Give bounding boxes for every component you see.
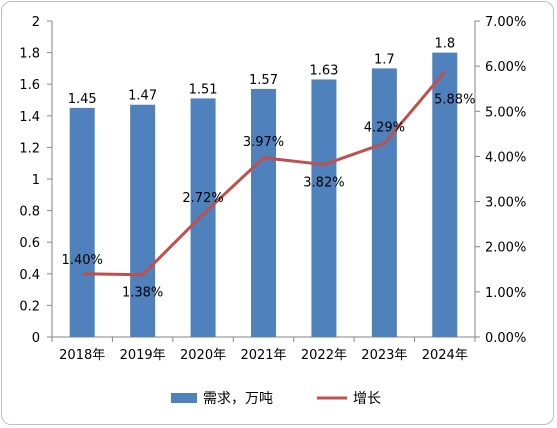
y-left-tick-label: 0.4 [19, 268, 40, 283]
x-tick-label: 2022年 [301, 348, 347, 363]
bar [432, 52, 458, 337]
y-left-tick-label: 0.8 [19, 205, 40, 220]
bar [69, 107, 95, 338]
y-left-tick-label: 1 [32, 173, 40, 188]
x-tick-label: 2024年 [422, 348, 468, 363]
x-tick-label: 2020年 [180, 348, 226, 363]
legend-label-growth: 增长 [353, 391, 381, 407]
bar-value-label: 1.51 [189, 82, 218, 97]
y-left-tick-label: 0.2 [19, 299, 40, 314]
y-right-tick-label: 0.00% [485, 331, 526, 346]
growth-value-label: 1.38% [122, 286, 163, 301]
y-right-tick-label: 5.00% [485, 105, 526, 120]
y-left-tick-label: 2 [32, 15, 40, 30]
bar [311, 79, 337, 338]
bar-value-label: 1.7 [374, 52, 395, 67]
legend: 需求，万吨 增长 [171, 391, 381, 407]
y-right-tick-label: 1.00% [485, 286, 526, 301]
bar-value-label: 1.57 [249, 73, 278, 88]
growth-value-label: 5.88% [434, 93, 475, 108]
y-right-tick-label: 2.00% [485, 241, 526, 256]
bar-value-label: 1.63 [309, 63, 338, 78]
x-tick-label: 2021年 [240, 348, 286, 363]
axes-layer: 0 0.2 0.4 0.6 0.8 1 1.2 1.4 1.6 1.8 2 0.00% 1.00% 2.0… [19, 15, 526, 363]
y-right-tick-label: 7.00% [485, 15, 526, 30]
y-right-tick-label: 3.00% [485, 196, 526, 211]
growth-value-label: 1.40% [62, 253, 103, 268]
bar [251, 88, 276, 337]
x-tick-label: 2023年 [361, 348, 407, 363]
data-labels-layer: 1.45 1.47 1.51 1.57 1.63 1.7 1.8 1.40% 1.38% 2.72… [62, 37, 476, 301]
y-left-tick-label: 1.6 [19, 78, 40, 93]
growth-value-label: 3.97% [243, 135, 284, 150]
y-right-tick-label: 4.00% [485, 150, 526, 165]
bar-value-label: 1.8 [434, 37, 455, 52]
x-tick-label: 2018年 [59, 348, 105, 363]
growth-value-label: 3.82% [303, 176, 344, 191]
growth-value-label: 4.29% [364, 120, 405, 135]
y-left-tick-label: 1.8 [19, 47, 40, 62]
y-left-tick-label: 1.4 [19, 110, 40, 125]
bars-layer [69, 52, 458, 338]
bar-value-label: 1.47 [128, 89, 157, 104]
bar [371, 68, 397, 338]
bar-value-label: 1.45 [68, 92, 97, 107]
y-left-tick-label: 1.2 [19, 141, 40, 156]
bar [190, 98, 216, 337]
y-left-tick-label: 0.6 [19, 236, 40, 251]
bar [130, 104, 156, 338]
line-layer [82, 70, 446, 277]
growth-line [82, 70, 446, 277]
growth-value-label: 2.72% [182, 191, 223, 206]
y-left-tick-label: 0 [32, 331, 40, 346]
legend-label-demand: 需求，万吨 [203, 391, 273, 407]
y-right-tick-label: 6.00% [485, 60, 526, 75]
legend-swatch-demand [171, 393, 197, 403]
x-tick-label: 2019年 [120, 348, 166, 363]
